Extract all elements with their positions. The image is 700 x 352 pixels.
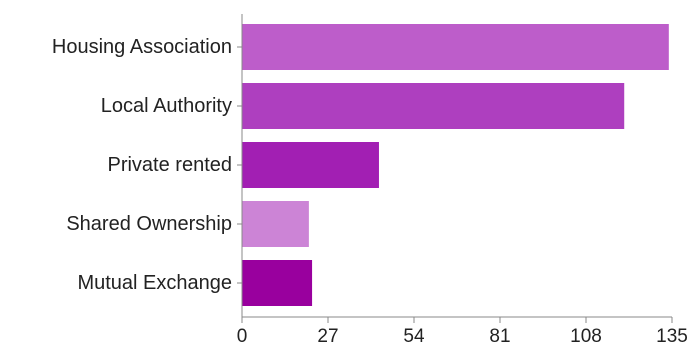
category-label-local-authority: Local Authority bbox=[101, 95, 232, 117]
bar-shared-ownership bbox=[242, 201, 309, 247]
x-axis-ticks: 0 27 54 81 108 135 bbox=[237, 46, 688, 347]
category-label-shared-ownership: Shared Ownership bbox=[66, 213, 232, 235]
x-tick-label-135: 135 bbox=[656, 326, 688, 347]
bar-local-authority bbox=[242, 83, 625, 129]
bar-mutual-exchange bbox=[242, 260, 313, 306]
category-labels: Housing Association Local Authority Privat… bbox=[52, 36, 232, 294]
category-label-mutual-exchange: Mutual Exchange bbox=[77, 272, 232, 294]
x-tick-label-27: 27 bbox=[317, 326, 338, 347]
category-label-housing-association: Housing Association bbox=[52, 36, 232, 58]
bar-private-rented bbox=[242, 142, 379, 188]
x-tick-label-108: 108 bbox=[570, 326, 602, 347]
bar-housing-association bbox=[242, 24, 669, 70]
x-tick-label-81: 81 bbox=[489, 326, 510, 347]
x-tick-label-0: 0 bbox=[237, 326, 248, 347]
x-tick-label-54: 54 bbox=[403, 326, 425, 347]
bars-layer bbox=[242, 24, 669, 306]
category-label-private-rented: Private rented bbox=[107, 154, 232, 176]
